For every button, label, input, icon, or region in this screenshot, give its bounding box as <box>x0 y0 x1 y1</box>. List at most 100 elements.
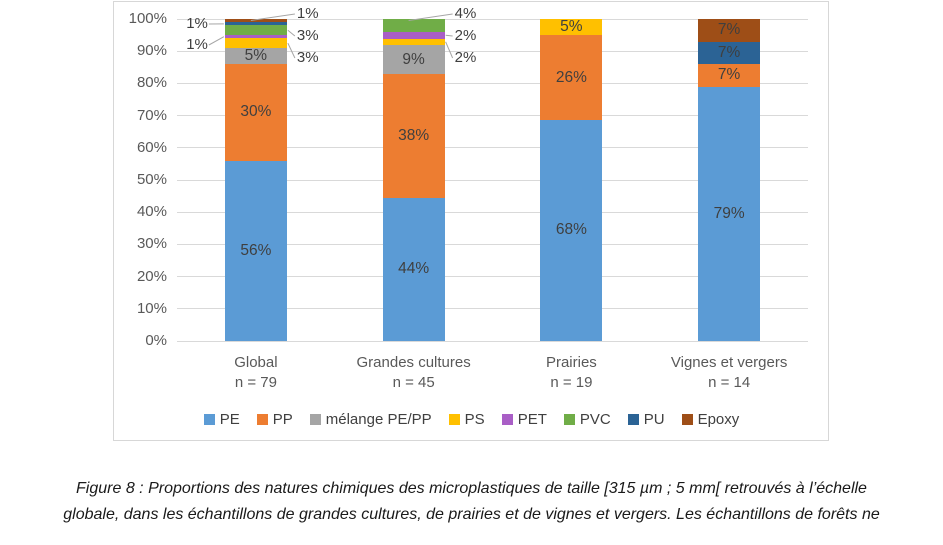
legend-swatch-pu <box>627 414 639 425</box>
bar-segment-pu <box>224 22 287 26</box>
category-count: n = 79 <box>234 373 277 391</box>
y-tick-label: 20% <box>136 267 167 285</box>
y-tick-label: 0% <box>145 332 167 349</box>
x-category-label: Global n = 79 <box>176 353 336 392</box>
category-count: n = 45 <box>392 373 435 391</box>
bar-segment-epoxy <box>224 19 287 23</box>
outside-label: 3% <box>296 49 319 66</box>
y-tick-label: 60% <box>136 138 167 156</box>
segment-label: 79% <box>713 204 745 222</box>
legend-label: PU <box>643 411 665 428</box>
bar-segment-pp <box>382 74 445 198</box>
segment-label: 5% <box>560 18 583 36</box>
segment-label: 44% <box>398 260 430 278</box>
gridline <box>177 147 808 149</box>
category-name: Vignes et vergers <box>670 354 788 371</box>
legend-swatch-melange-pe-pp <box>309 414 321 425</box>
category-name: Global <box>234 354 278 371</box>
legend-swatch-pet <box>501 414 513 425</box>
segment-label: 56% <box>240 241 272 259</box>
legend-label: PS <box>464 411 485 428</box>
bar-segment-pvc <box>224 25 287 36</box>
bar-segment-pet <box>224 35 287 39</box>
category-name: Prairies <box>545 354 597 371</box>
legend-label: mélange PE/PP <box>325 411 432 428</box>
legend-label: PE <box>219 411 240 428</box>
segment-label: 30% <box>240 103 272 121</box>
segment-label: 7% <box>717 66 741 84</box>
legend-swatch-ps <box>448 414 460 425</box>
bar-segment-pp <box>224 64 287 161</box>
y-tick-label: 90% <box>136 42 167 60</box>
outside-label: 1% <box>186 36 208 53</box>
legend-item: PET <box>501 411 547 428</box>
legend-swatch-pe <box>203 414 215 425</box>
gridline <box>177 211 808 213</box>
gridline <box>177 179 808 181</box>
legend-item: PE <box>203 411 240 428</box>
bar-segment-epoxy <box>698 19 761 42</box>
bar-segment-pp <box>540 35 603 120</box>
gridline <box>177 115 808 117</box>
legend-item: PS <box>448 411 485 428</box>
chart-legend: PE PP mélange PE/PP PS PET PVC PU Epoxy <box>113 411 830 428</box>
bar-segment-ps <box>224 38 287 48</box>
caption-line-1: Figure 8 : Proportions des natures chimi… <box>76 480 867 497</box>
legend-label: PP <box>272 411 293 428</box>
bar-segment-pu <box>698 41 761 65</box>
y-tick-label: 50% <box>136 171 167 188</box>
segment-label: 26% <box>555 68 587 86</box>
segment-label: 68% <box>555 221 587 239</box>
outside-label: 2% <box>454 27 477 44</box>
legend-item: PP <box>256 411 293 428</box>
bar-segment-melange-pe-pp <box>382 45 445 75</box>
figure-caption: Figure 8 : Proportions des natures chimi… <box>0 476 943 528</box>
y-tick-label: 100% <box>128 10 167 27</box>
legend-item: Epoxy <box>681 411 740 428</box>
legend-swatch-pp <box>256 414 268 425</box>
x-category-label: Grandes cultures n = 45 <box>334 353 494 392</box>
segment-label: 7% <box>717 21 741 39</box>
x-category-label: Prairies n = 19 <box>491 353 651 392</box>
y-tick-label: 10% <box>136 299 167 317</box>
legend-label: PVC <box>579 411 611 428</box>
legend-item: PU <box>627 411 665 428</box>
category-count: n = 19 <box>550 373 593 391</box>
bar-segment-pet <box>382 32 445 39</box>
y-tick-label: 40% <box>136 203 167 221</box>
bar-segment-melange-pe-pp <box>224 47 287 65</box>
bar-segment-pvc <box>382 19 445 32</box>
legend-item: PVC <box>563 411 611 428</box>
gridline <box>177 18 808 20</box>
bar-segment-ps <box>382 38 445 45</box>
bar-segment-pe <box>382 197 445 341</box>
bar-segment-pe <box>540 119 603 341</box>
legend-label: Epoxy <box>697 411 740 428</box>
outside-label: 4% <box>454 5 477 22</box>
segment-label: 5% <box>244 47 268 65</box>
legend-swatch-pvc <box>563 414 575 425</box>
y-tick-label: 30% <box>136 235 167 253</box>
category-name: Grandes cultures <box>356 354 471 371</box>
gridline <box>177 243 808 245</box>
gridline <box>177 308 808 310</box>
y-tick-label: 80% <box>136 74 167 92</box>
outside-label: 1% <box>296 5 319 22</box>
gridline <box>177 340 808 342</box>
legend-item: mélange PE/PP <box>309 411 432 428</box>
bar-segment-pp <box>698 64 761 87</box>
bar-segment-pe <box>224 160 287 341</box>
outside-label: 3% <box>296 27 319 44</box>
bar-segment-pe <box>698 86 761 341</box>
gridline <box>177 50 808 52</box>
x-category-label: Vignes et vergers n = 14 <box>649 353 809 392</box>
legend-label: PET <box>517 411 547 428</box>
legend-swatch-epoxy <box>681 414 693 425</box>
bar-segment-ps <box>540 19 603 36</box>
outside-label: 2% <box>454 49 477 66</box>
gridline <box>177 276 808 278</box>
segment-label: 7% <box>717 43 741 61</box>
segment-label: 38% <box>398 127 430 145</box>
caption-line-2: globale, dans les échantillons de grande… <box>63 506 880 523</box>
